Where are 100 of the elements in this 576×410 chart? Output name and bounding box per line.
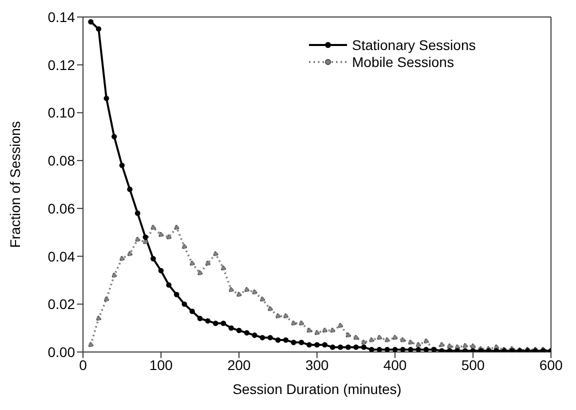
point [275,313,281,319]
y-tick-label: 0.00 [48,344,76,360]
point [104,96,110,102]
y-tick-label: 0.14 [48,8,76,25]
point [408,340,414,346]
point [338,322,344,328]
point [330,328,336,334]
point [346,344,351,350]
point [439,348,444,352]
x-tick-label: 0 [79,356,88,373]
point [104,296,110,302]
point [268,334,273,340]
point [158,268,164,274]
point [446,344,452,349]
point [322,342,328,348]
point [275,337,281,343]
point [462,343,468,348]
x-tick-label: 500 [461,356,485,373]
y-axis-title: Fraction of Sessions [6,121,23,248]
point [408,346,414,352]
point [236,328,242,334]
point [392,346,398,352]
point [424,346,429,352]
point [268,306,273,312]
point [88,19,94,24]
point [376,334,382,340]
point [112,134,117,140]
point [384,337,390,343]
point [244,330,250,336]
point [439,342,444,348]
point [298,340,304,346]
point [205,318,210,324]
point [88,342,94,348]
y-tick-label: 0.08 [48,152,76,169]
point [190,308,195,314]
point [260,334,266,340]
point [424,338,429,344]
point [376,346,382,352]
point [142,234,148,240]
point [112,272,117,278]
legend-label: Stationary Sessions [352,36,476,52]
point [353,344,359,350]
point [174,292,180,298]
point [283,313,288,319]
point [260,296,266,302]
point [119,256,125,262]
point [252,289,258,295]
point [314,342,320,348]
point [244,287,250,292]
point [400,346,406,352]
x-tick-label: 300 [305,356,329,373]
point [330,344,336,350]
point [306,342,312,348]
point [306,328,312,334]
point [150,224,156,230]
point [314,330,320,336]
x-tick-label: 100 [149,356,173,373]
x-tick-label: 400 [383,356,407,373]
point [290,340,296,346]
point [166,234,172,240]
point [205,260,210,266]
point [361,344,366,350]
point [462,348,468,352]
point [212,251,218,257]
point [150,256,156,262]
point [182,244,188,250]
point [134,236,140,242]
point [368,346,374,352]
point [361,340,366,346]
y-tick-label: 0.02 [48,296,76,312]
point [212,320,218,326]
point [416,346,422,352]
point [134,210,140,216]
point [220,320,226,326]
point [96,316,102,322]
legend-label: Mobile Sessions [352,54,454,70]
y-tick-label: 0.12 [48,56,76,73]
point [166,282,172,288]
point [96,26,102,32]
y-tick-label: 0.04 [48,248,76,264]
point [400,337,406,343]
point [368,337,374,343]
point [338,344,344,350]
point [190,260,195,266]
point [197,316,203,322]
point [283,337,288,343]
x-tick-label: 200 [227,356,251,373]
point [182,301,188,307]
point [252,332,258,338]
x-tick-label: 600 [539,356,563,373]
point [174,224,180,230]
point [220,266,226,271]
point [228,287,234,292]
y-tick-label: 0.10 [48,104,76,121]
point [298,320,304,326]
point [392,334,398,340]
point [322,328,328,334]
point [346,332,351,338]
point [290,320,296,326]
point [158,232,164,238]
